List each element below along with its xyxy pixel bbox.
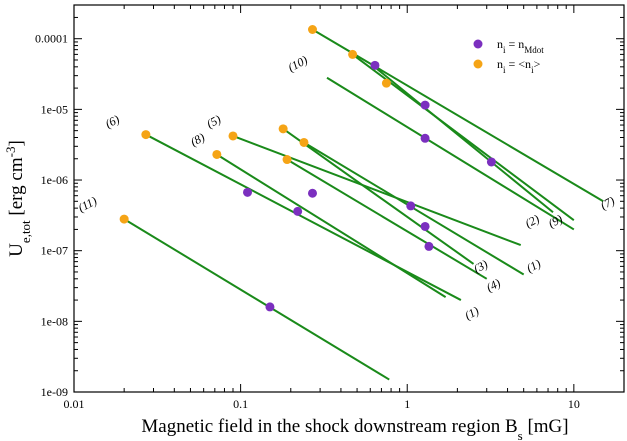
y-tick-label: 1e-05 bbox=[41, 102, 68, 116]
data-point-mdot-2 bbox=[420, 100, 430, 110]
data-point-mdot-9 bbox=[420, 221, 430, 231]
data-point-mean-15 bbox=[141, 130, 151, 140]
series-line-1 bbox=[311, 28, 604, 203]
series-line-3 bbox=[372, 64, 554, 214]
data-point-mdot-10 bbox=[424, 241, 434, 251]
x-tick-label: 10 bbox=[568, 397, 580, 411]
series-line-9 bbox=[286, 158, 488, 280]
data-point-mean-18 bbox=[278, 124, 288, 134]
legend-marker-purple bbox=[473, 39, 483, 49]
chart-lines bbox=[123, 28, 604, 381]
legend-marker-orange bbox=[473, 59, 483, 69]
data-point-mean-20 bbox=[282, 155, 292, 165]
data-point-mdot-3 bbox=[420, 133, 430, 143]
data-point-mdot-4 bbox=[486, 157, 496, 167]
line-label: (1) bbox=[462, 304, 481, 323]
chart-axis-titles: Magnetic field in the shock downstream r… bbox=[3, 140, 569, 441]
y-tick-label: 0.0001 bbox=[35, 32, 68, 46]
data-point-mdot-6 bbox=[307, 188, 317, 198]
line-label: (7) bbox=[598, 193, 617, 212]
data-point-mean-12 bbox=[307, 25, 317, 35]
data-point-mdot-7 bbox=[293, 206, 303, 216]
data-point-mdot-8 bbox=[406, 201, 416, 211]
series-line-4 bbox=[326, 76, 575, 231]
data-point-mdot-11 bbox=[265, 302, 275, 312]
legend-label: ni = nMdot bbox=[497, 37, 544, 55]
line-label: (10) bbox=[286, 53, 310, 75]
line-label: (5) bbox=[204, 112, 223, 131]
data-point-mean-14 bbox=[381, 78, 391, 88]
line-label: (4) bbox=[484, 276, 503, 295]
series-line-7 bbox=[216, 153, 447, 298]
x-tick-label: 0.01 bbox=[64, 397, 85, 411]
series-line-11 bbox=[123, 218, 390, 381]
data-point-mean-21 bbox=[119, 214, 129, 224]
line-label: (8) bbox=[188, 130, 207, 149]
y-tick-label: 1e-09 bbox=[41, 385, 68, 399]
plot-frame bbox=[73, 4, 625, 393]
y-axis-title: Ue,tot [erg cm-3] bbox=[3, 140, 33, 257]
series-line-8 bbox=[282, 128, 475, 265]
data-point-mean-13 bbox=[348, 49, 358, 59]
x-tick-label: 1 bbox=[404, 397, 410, 411]
y-tick-label: 1e-06 bbox=[41, 173, 68, 187]
data-point-mdot-5 bbox=[243, 187, 253, 197]
data-point-mean-17 bbox=[212, 149, 222, 159]
data-point-mean-19 bbox=[299, 137, 309, 147]
series-line-6 bbox=[232, 135, 522, 247]
series-line-5 bbox=[145, 133, 462, 301]
chart-legend: ni = nMdot ni = <ni> bbox=[460, 28, 568, 75]
line-label: (3) bbox=[471, 257, 490, 276]
x-axis-title: Magnetic field in the shock downstream r… bbox=[141, 416, 568, 441]
line-label: (6) bbox=[103, 112, 122, 131]
chart-points bbox=[119, 25, 496, 312]
line-label: (9) bbox=[546, 212, 565, 231]
legend-label: ni = <ni> bbox=[497, 57, 541, 75]
chart-line-labels: (7)(9)(2)(10)(6) (5)(8)(3)(4)(1)(1)(11) bbox=[76, 53, 617, 323]
data-point-mean-16 bbox=[228, 131, 238, 141]
line-label: (1) bbox=[524, 256, 543, 275]
x-tick-label: 0.1 bbox=[233, 397, 248, 411]
line-label: (2) bbox=[523, 212, 542, 231]
line-label: (11) bbox=[76, 194, 99, 215]
data-point-mdot-1 bbox=[370, 60, 380, 70]
y-tick-label: 1e-07 bbox=[41, 244, 68, 258]
chart-axes: 0.01 0.1 1 10 1e-09 1e-08 1e-07 1e-06 1e-05 0.000… bbox=[35, 4, 625, 411]
y-tick-label: 1e-08 bbox=[41, 314, 68, 328]
